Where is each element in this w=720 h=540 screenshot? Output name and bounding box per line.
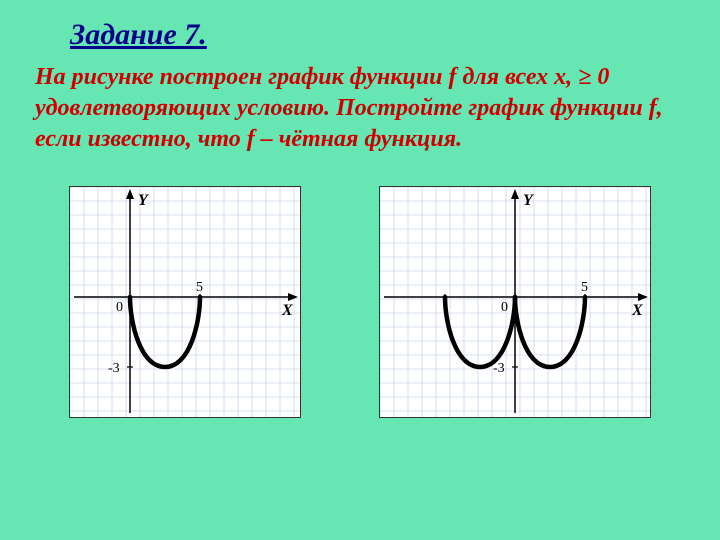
charts-row: Y X 0 5 -3 Y X 0 5 -3 [0, 156, 720, 418]
chart-right: YX05-3 [379, 186, 651, 418]
svg-text:5: 5 [581, 280, 588, 295]
svg-text:5: 5 [196, 280, 203, 295]
svg-text:X: X [631, 302, 643, 319]
svg-text:0: 0 [501, 300, 508, 315]
task-title: Задание 7. [0, 0, 720, 52]
chart-left: Y X 0 5 -3 [69, 186, 301, 418]
svg-text:Y: Y [523, 192, 534, 209]
svg-text:-3: -3 [108, 361, 120, 376]
svg-text:Y: Y [138, 192, 149, 209]
svg-text:0: 0 [116, 300, 123, 315]
svg-text:X: X [281, 302, 293, 319]
problem-text: На рисунке построен график функции f для… [0, 52, 720, 156]
